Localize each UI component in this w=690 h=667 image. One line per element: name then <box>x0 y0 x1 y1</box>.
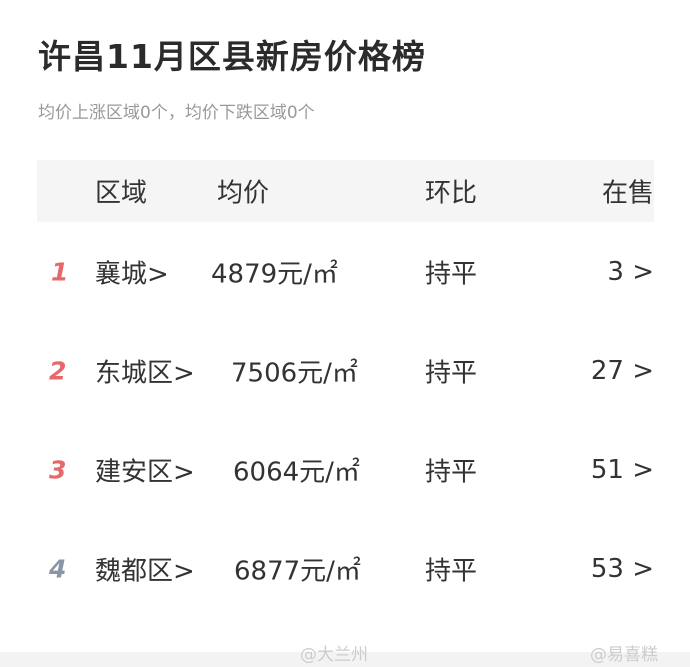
table-header: 区域 均价 环比 在售 <box>37 160 654 222</box>
table-row[interactable]: 3 建安区> 6064元/㎡ 持平 51 > <box>37 440 654 500</box>
change: 持平 <box>425 556 478 587</box>
page-subtitle: 均价上涨区域0个，均价下跌区域0个 <box>38 103 315 123</box>
header-change: 环比 <box>425 178 478 209</box>
rank: 3 <box>49 455 67 485</box>
region-link[interactable]: 魏都区> <box>95 556 195 587</box>
avg-price: 6064元/㎡ <box>233 457 360 488</box>
avg-price: 6877元/㎡ <box>234 556 361 587</box>
onsale-link[interactable]: 51 > <box>590 455 654 485</box>
avg-price: 7506元/㎡ <box>231 358 358 389</box>
header-region: 区域 <box>95 178 148 209</box>
change: 持平 <box>425 358 478 389</box>
change: 持平 <box>425 457 478 488</box>
rank: 4 <box>49 554 67 584</box>
header-price: 均价 <box>217 178 270 209</box>
region-link[interactable]: 东城区> <box>95 358 195 389</box>
footer-bar <box>0 652 690 667</box>
onsale-link[interactable]: 3 > <box>607 257 654 287</box>
region-link[interactable]: 建安区> <box>95 457 195 488</box>
rank: 1 <box>51 257 69 287</box>
header-onsale: 在售 <box>601 178 654 209</box>
onsale-link[interactable]: 53 > <box>590 554 654 584</box>
table-row[interactable]: 1 襄城> 4879元/㎡ 持平 3 > <box>37 242 654 302</box>
watermark: @易喜糕 <box>590 645 658 665</box>
change: 持平 <box>425 259 478 290</box>
onsale-link[interactable]: 27 > <box>590 356 654 386</box>
page-title: 许昌11月区县新房价格榜 <box>38 37 426 76</box>
watermark: @大兰州 <box>300 645 368 665</box>
table-row[interactable]: 4 魏都区> 6877元/㎡ 持平 53 > <box>37 539 654 599</box>
table-row[interactable]: 2 东城区> 7506元/㎡ 持平 27 > <box>37 341 654 401</box>
avg-price: 4879元/㎡ <box>211 259 338 290</box>
rank: 2 <box>49 356 67 386</box>
region-link[interactable]: 襄城> <box>95 259 169 290</box>
